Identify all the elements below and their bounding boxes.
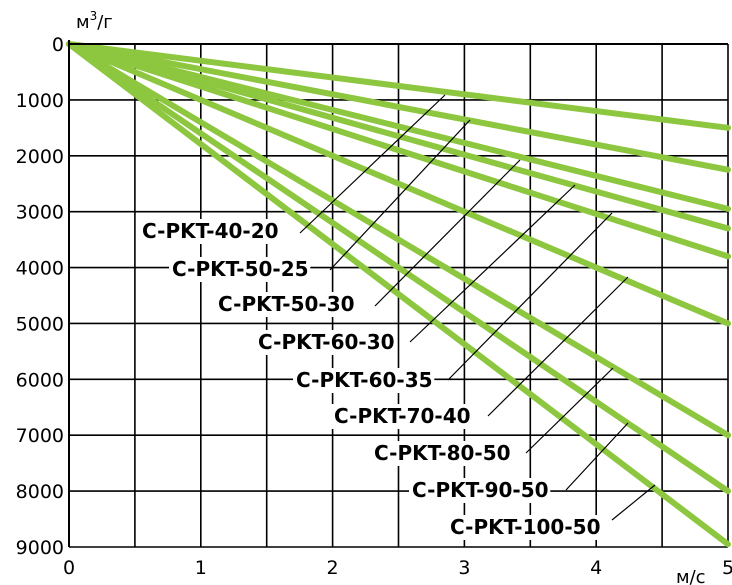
series-line <box>66 41 731 131</box>
y-tick-label: 5000 <box>16 313 64 335</box>
y-tick-label: 0 <box>52 34 64 56</box>
series-label-background <box>447 515 601 540</box>
series-label: C-PKT-60-35 <box>296 368 433 392</box>
series-label-background <box>139 219 281 244</box>
y-tick-label: 7000 <box>16 425 64 447</box>
label-leader-line <box>409 184 576 343</box>
series-line <box>66 41 731 212</box>
series-label-background <box>215 292 357 317</box>
series-lines <box>66 41 731 548</box>
series-label-background <box>255 330 397 355</box>
label-leader-line <box>299 94 446 234</box>
series-label-background <box>409 478 551 503</box>
y-tick-label: 3000 <box>16 202 64 224</box>
series-line <box>66 41 731 495</box>
series-label-background <box>331 404 473 429</box>
series-line <box>66 41 731 439</box>
y-tick-label: 6000 <box>16 369 64 391</box>
y-tick-label: 8000 <box>16 481 64 503</box>
y-tick-label: 4000 <box>16 258 64 280</box>
tick-labels: 0 1 2 3 4 5 0 1000 2000 3000 4000 5000 6000 7000 8000 9… <box>16 34 732 579</box>
series-label-background <box>371 441 513 466</box>
series-label: C-PKT-80-50 <box>374 441 511 465</box>
label-leader-line <box>525 367 614 454</box>
series-label: C-PKT-70-40 <box>334 404 471 428</box>
label-leader-lines <box>299 94 656 521</box>
series-line <box>66 41 731 232</box>
y-tick-label: 2000 <box>16 146 64 168</box>
x-tick-label: 1 <box>195 557 207 579</box>
series-label: C-PKT-50-30 <box>218 292 355 316</box>
series-label: C-PKT-90-50 <box>412 478 549 502</box>
x-tick-label: 3 <box>458 557 470 579</box>
axes <box>68 40 728 547</box>
x-axis-label: м/с <box>676 567 706 585</box>
series-label-background <box>293 368 435 393</box>
series-line <box>66 41 731 327</box>
label-leader-line <box>447 212 613 381</box>
label-leader-line <box>565 422 629 491</box>
series-label: C-PKT-40-20 <box>142 219 279 243</box>
series-label: C-PKT-100-50 <box>450 515 600 539</box>
y-axis-label: м3/г <box>76 9 113 33</box>
y-tick-label: 9000 <box>16 537 64 559</box>
x-tick-label: 5 <box>722 557 732 579</box>
x-tick-label: 0 <box>63 557 75 579</box>
x-tick-label: 2 <box>327 557 339 579</box>
series-labels: C-PKT-40-20 C-PKT-50-25 C-PKT-50-30 C-PKT-6… <box>139 219 601 540</box>
series-line <box>66 41 731 173</box>
x-tick-label: 4 <box>590 557 602 579</box>
series-label: C-PKT-60-30 <box>258 330 395 354</box>
series-line <box>66 41 731 260</box>
label-leader-line <box>329 119 471 271</box>
label-leader-line <box>611 484 656 521</box>
series-line <box>66 41 731 548</box>
series-label: C-PKT-50-25 <box>172 257 309 281</box>
y-tick-label: 1000 <box>16 90 64 112</box>
series-label-background <box>169 257 311 282</box>
label-leader-line <box>487 276 629 417</box>
label-leader-line <box>374 159 521 307</box>
